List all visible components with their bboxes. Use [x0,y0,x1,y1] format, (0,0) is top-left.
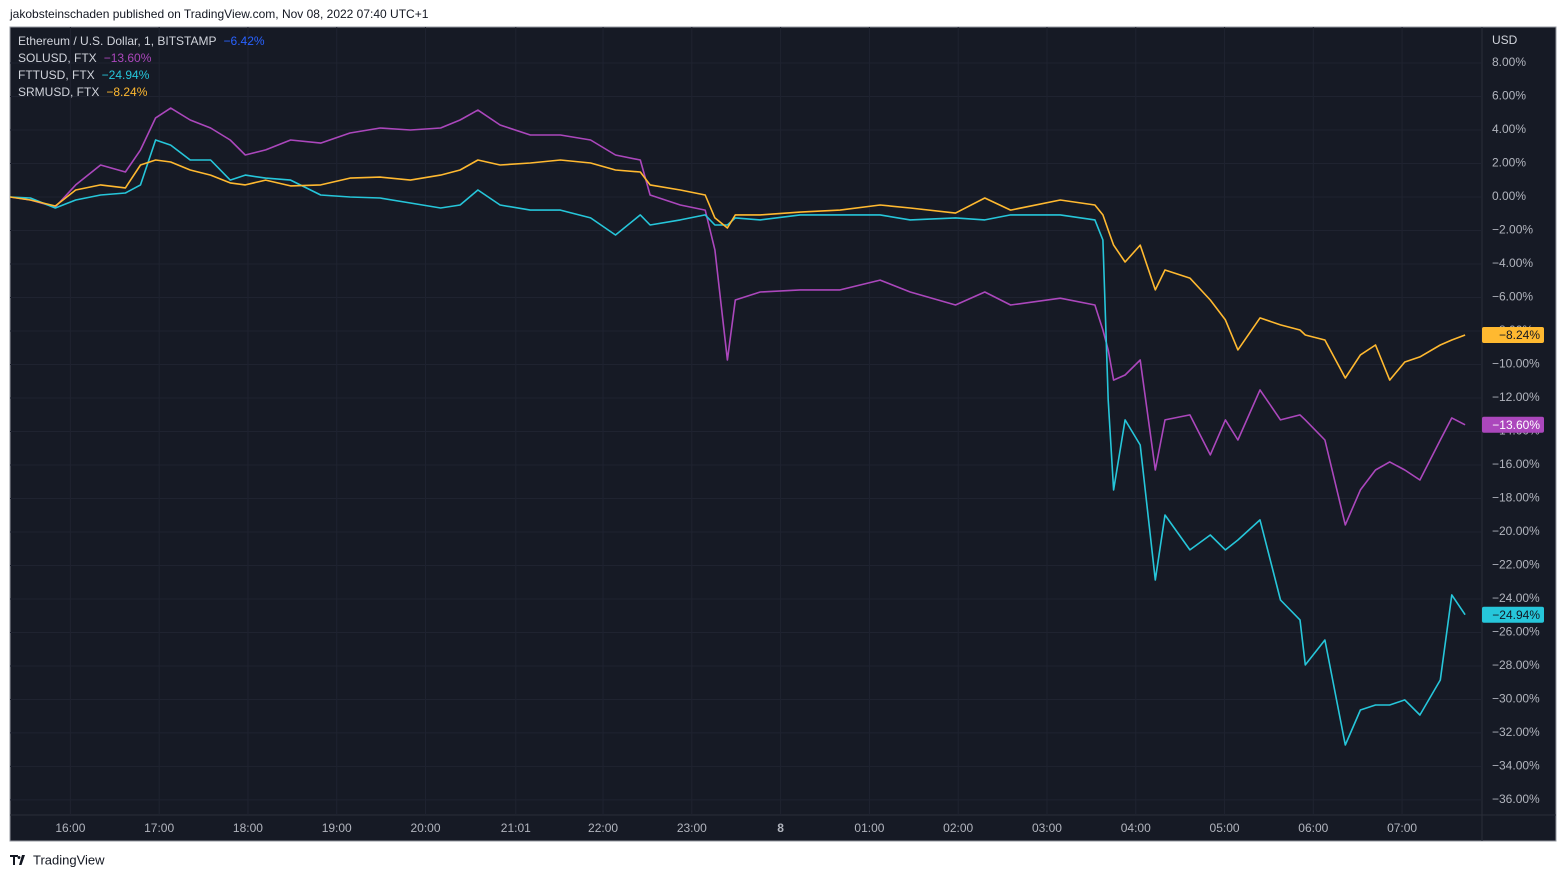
last-price-label: −13.60% [1492,418,1540,432]
x-tick-label: 8 [777,821,784,835]
y-tick-label: −24.00% [1492,591,1540,605]
last-price-label: −24.94% [1492,608,1540,622]
publish-header: jakobsteinschaden published on TradingVi… [9,7,429,21]
grid [10,27,1482,815]
x-tick-label: 07:00 [1387,821,1417,835]
series-line [10,139,1466,746]
x-tick-label: 21:01 [501,821,531,835]
y-tick-label: −26.00% [1492,625,1540,639]
legend-name: SOLUSD, FTX [18,51,97,65]
footer-brand: TradingView [33,852,105,867]
y-tick-label: −2.00% [1492,223,1533,237]
y-tick-label: −10.00% [1492,357,1540,371]
x-tick-label: 19:00 [322,821,352,835]
y-tick-label: −6.00% [1492,290,1533,304]
last-price-label-bg [1482,606,1544,623]
axis-unit: USD [1492,33,1518,47]
legend-change: −24.94% [102,68,150,82]
y-tick-label: −16.00% [1492,457,1540,471]
x-tick-label: 03:00 [1032,821,1062,835]
x-tick-label: 16:00 [55,821,85,835]
x-tick-label: 18:00 [233,821,263,835]
chart-panel [9,26,1557,842]
footer-logo: TradingView [10,852,105,867]
x-tick-label: 01:00 [854,821,884,835]
x-tick-label: 02:00 [943,821,973,835]
series-line [10,107,1466,526]
legend-name: FTTUSD, FTX [18,68,95,82]
legend-name: SRMUSD, FTX [18,85,99,99]
legend-name: Ethereum / U.S. Dollar, 1, BITSTAMP [18,34,217,48]
y-tick-label: −20.00% [1492,524,1540,538]
y-tick-label: −36.00% [1492,792,1540,806]
y-tick-label: −34.00% [1492,759,1540,773]
x-tick-label: 20:00 [410,821,440,835]
x-tick-label: 17:00 [144,821,174,835]
last-price-label: −8.24% [1499,328,1540,342]
legend-change: −6.42% [224,34,265,48]
logo-icon [10,855,25,865]
y-tick-label: 8.00% [1492,55,1526,69]
x-tick-label: 06:00 [1298,821,1328,835]
last-price-label-bg [1482,326,1544,343]
series-line [10,159,1466,381]
y-tick-label: 0.00% [1492,189,1526,203]
y-tick-label: 6.00% [1492,89,1526,103]
x-tick-label: 05:00 [1210,821,1240,835]
y-tick-label: 2.00% [1492,156,1526,170]
y-tick-label: −4.00% [1492,256,1533,270]
y-tick-label: −12.00% [1492,390,1540,404]
y-tick-label: 4.00% [1492,122,1526,136]
y-tick-label: −28.00% [1492,658,1540,672]
x-tick-label: 04:00 [1121,821,1151,835]
legend-change: −8.24% [106,85,147,99]
last-price-label-bg [1482,416,1544,433]
y-tick-label: −30.00% [1492,692,1540,706]
x-tick-label: 23:00 [677,821,707,835]
legend-change: −13.60% [104,51,152,65]
y-tick-label: −22.00% [1492,558,1540,572]
y-tick-label: −32.00% [1492,725,1540,739]
plot-area [10,107,1466,746]
y-tick-label: −18.00% [1492,491,1540,505]
x-tick-label: 22:00 [588,821,618,835]
